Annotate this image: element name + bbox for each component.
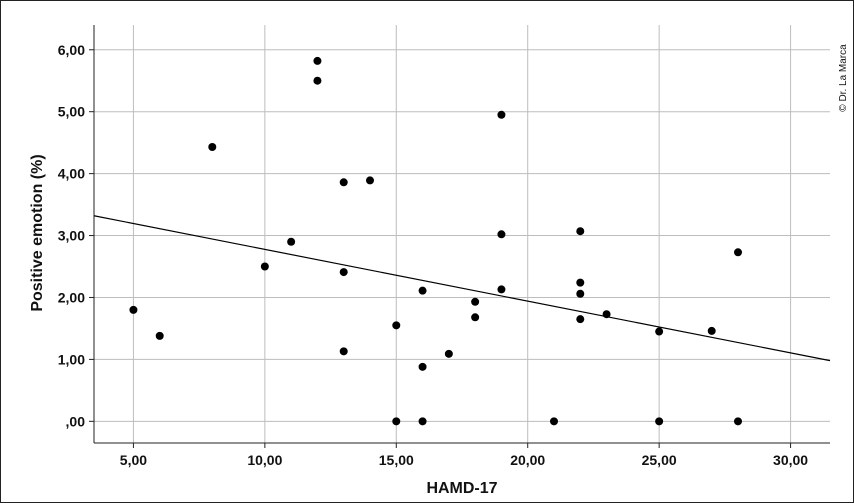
data-point xyxy=(550,417,558,426)
data-point xyxy=(208,142,217,151)
fit-line-group xyxy=(93,215,831,362)
axes xyxy=(93,25,830,444)
plot-area xyxy=(94,25,830,443)
data-point xyxy=(418,417,427,426)
data-point xyxy=(707,326,716,335)
x-tick-label: 20,00 xyxy=(510,452,545,468)
data-point xyxy=(576,278,585,287)
data-point xyxy=(576,315,585,324)
data-point xyxy=(287,237,296,246)
x-tick-label: 10,00 xyxy=(247,452,282,468)
x-tick-label: 15,00 xyxy=(379,452,414,468)
data-point xyxy=(339,178,348,187)
y-tick-label: 2,00 xyxy=(58,289,85,305)
y-tick-labels: ,00 1,00 2,00 3,00 4,00 5,00 6,00 xyxy=(58,42,94,429)
data-point xyxy=(602,310,611,319)
data-point xyxy=(418,362,427,371)
y-tick-label: 1,00 xyxy=(58,351,85,367)
y-tick-label: 5,00 xyxy=(58,104,85,120)
data-point xyxy=(655,327,664,336)
data-point xyxy=(497,230,506,239)
data-point xyxy=(339,268,348,277)
data-point xyxy=(655,417,664,426)
data-point xyxy=(418,286,427,295)
x-tick-label: 25,00 xyxy=(642,452,677,468)
data-point xyxy=(576,289,585,298)
fit-line xyxy=(93,215,831,362)
y-tick-label: 6,00 xyxy=(58,42,85,58)
data-point xyxy=(392,321,401,330)
data-points xyxy=(129,56,742,426)
data-point xyxy=(366,176,374,185)
data-point xyxy=(129,305,138,314)
data-point xyxy=(471,313,480,322)
credit-text: © Dr. La Marca xyxy=(838,44,849,112)
y-tick-label: 4,00 xyxy=(58,166,85,182)
data-point xyxy=(471,297,480,306)
grid xyxy=(94,25,830,443)
data-point xyxy=(576,227,585,236)
data-point xyxy=(444,349,453,358)
x-tick-label: 30,00 xyxy=(773,452,808,468)
data-point xyxy=(313,56,322,65)
y-axis-title: Positive emotion (%) xyxy=(29,154,46,311)
data-point xyxy=(497,110,506,119)
y-tick-label: ,00 xyxy=(66,413,86,429)
data-point xyxy=(392,417,401,426)
data-point xyxy=(497,285,506,294)
y-tick-label: 3,00 xyxy=(58,228,85,244)
data-point xyxy=(734,417,742,426)
data-point xyxy=(313,76,322,85)
x-tick-labels: 5,00 10,00 15,00 20,00 25,00 30,00 xyxy=(120,443,808,468)
x-tick-label: 5,00 xyxy=(120,452,147,468)
x-axis-title: HAMD-17 xyxy=(426,480,497,497)
data-point xyxy=(339,347,348,356)
data-point xyxy=(734,248,742,257)
data-point xyxy=(155,331,164,340)
data-point xyxy=(260,262,269,271)
